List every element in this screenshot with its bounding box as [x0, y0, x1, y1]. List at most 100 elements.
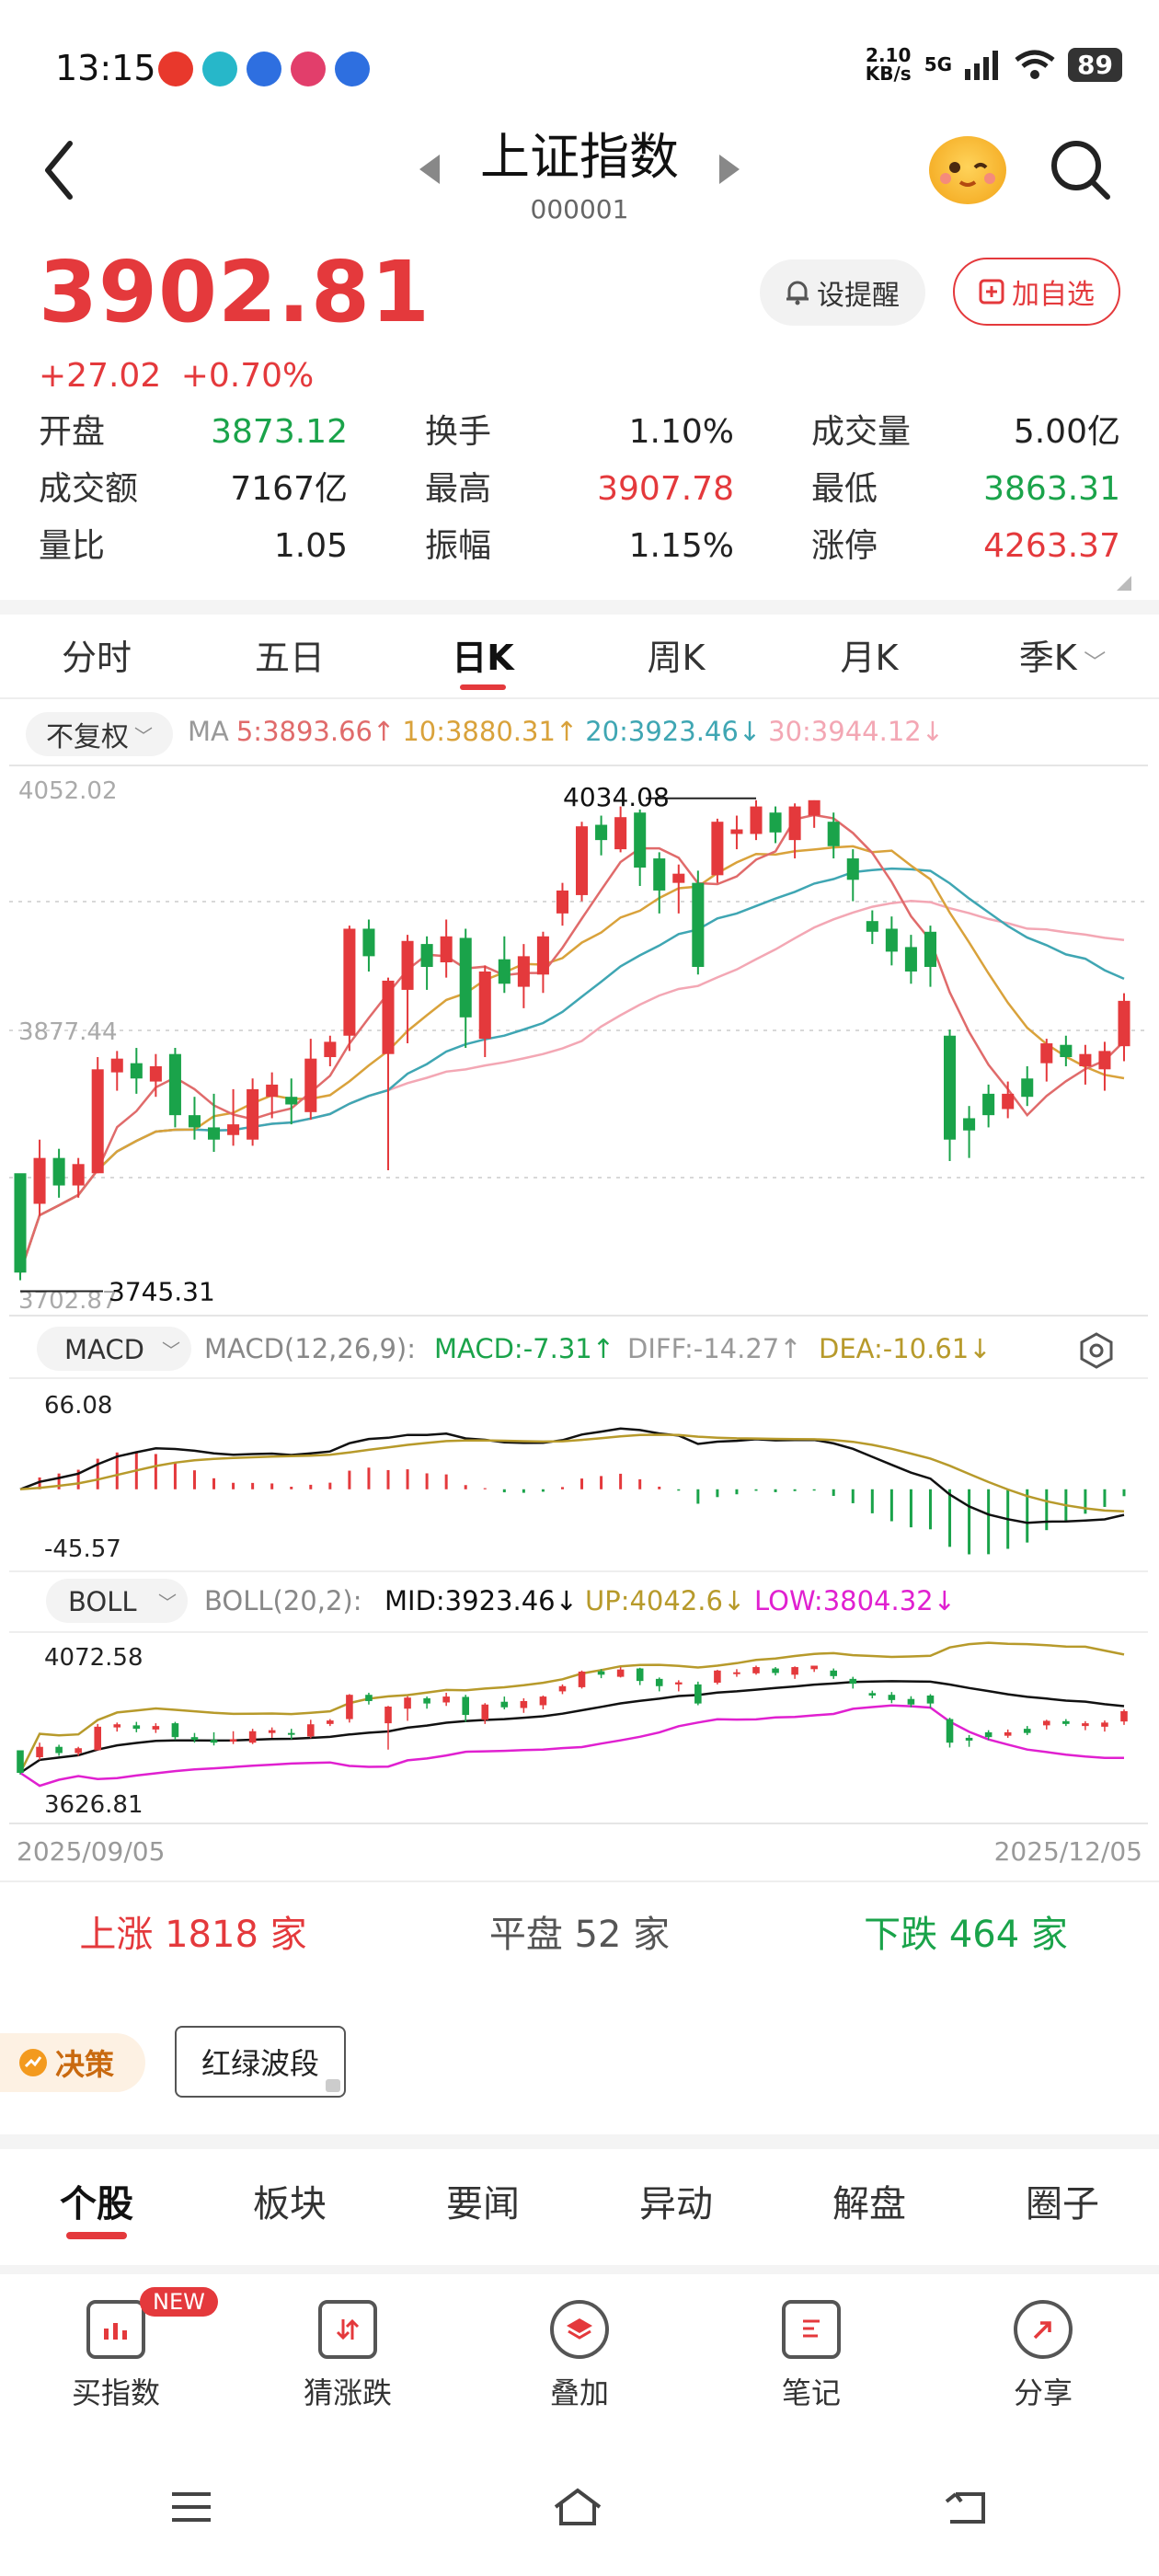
app-notification-icon — [202, 52, 237, 86]
candle-body — [168, 1053, 181, 1116]
red-green-wave-button[interactable]: 红绿波段 — [175, 2026, 346, 2098]
tab-quarterly-k[interactable]: 季K ﹀ — [966, 624, 1159, 692]
macd-select[interactable] — [37, 1327, 191, 1371]
back-nav-icon[interactable] — [941, 2487, 991, 2527]
stock-chart[interactable]: 4052.02 3877.44 3702.87 4034.08 3745.31 … — [0, 764, 1159, 1831]
net-speed: 2.10 — [866, 44, 912, 66]
menu-icon[interactable] — [168, 2489, 214, 2525]
boll-candle-body — [772, 1668, 779, 1673]
breadth-unit: 家 — [633, 1914, 671, 1956]
tab-five-day[interactable]: 五日 — [254, 638, 325, 678]
stat-open: 开盘 3873.12 — [39, 413, 348, 451]
tab-community[interactable]: 圈子 — [1026, 2183, 1099, 2225]
guess-icon — [318, 2300, 377, 2359]
boll-candle-body — [752, 1667, 760, 1673]
tab-analysis[interactable]: 解盘 — [832, 2183, 906, 2225]
macd-button-label: MACD — [64, 1334, 144, 1365]
candle-body — [634, 812, 647, 868]
bottom-toolbar: 买指数 NEW 猜涨跌 叠加 笔记 分享 — [0, 2287, 1159, 2412]
boll-candle-body — [926, 1695, 935, 1704]
candle-body — [963, 1118, 976, 1131]
tab-stocks[interactable]: 个股 — [0, 2168, 193, 2241]
boll-candle-body — [849, 1678, 857, 1685]
expand-stats-icon[interactable] — [1117, 576, 1131, 591]
stat-amplitude: 振幅 1.15% — [425, 527, 734, 565]
boll-candle-body — [268, 1730, 276, 1733]
chevron-down-icon: ﹀ — [1076, 650, 1107, 675]
boll-candle-body — [539, 1696, 547, 1706]
share-button[interactable]: 分享 — [927, 2300, 1159, 2412]
next-stock-icon[interactable] — [719, 155, 740, 184]
boll-candle-body — [365, 1695, 373, 1701]
candle-body — [401, 940, 414, 990]
tab-weekly-k[interactable]: 周K — [647, 638, 706, 678]
macd-y-bottom: -45.57 — [44, 1535, 121, 1563]
notes-button[interactable]: 笔记 — [695, 2300, 927, 2412]
decision-button[interactable]: 决策 — [0, 2033, 145, 2092]
settings-icon[interactable] — [1080, 1332, 1113, 1369]
tab-intraday[interactable]: 分时 — [61, 638, 132, 678]
stock-code: 000001 — [530, 194, 629, 224]
boll-low: LOW:3804.32↓ — [754, 1585, 956, 1616]
adjustment-select[interactable]: 不复权 ﹀ — [26, 712, 173, 756]
battery-indicator: 89 — [1068, 47, 1122, 82]
dates-divider — [0, 1880, 1159, 1882]
boll-candle-body — [423, 1697, 430, 1704]
macd-dea-line — [19, 1433, 1125, 1513]
boll-select[interactable] — [46, 1579, 188, 1623]
boll-candle-body — [616, 1669, 625, 1677]
stat-volume: 成交量 5.00亿 — [811, 413, 1120, 451]
boll-candle-body — [520, 1700, 528, 1708]
candle-body — [52, 1157, 65, 1186]
boll-candle-body — [1082, 1723, 1089, 1727]
boll-candle-body — [984, 1731, 993, 1738]
candle-body — [110, 1058, 123, 1073]
boll-candle-body — [791, 1667, 798, 1675]
section-divider — [0, 2134, 1159, 2149]
tab-monthly-k[interactable]: 月K — [840, 638, 899, 678]
breadth-up-label: 上涨 — [79, 1914, 154, 1956]
candle-body — [1021, 1078, 1034, 1098]
candle-body — [1079, 1053, 1092, 1066]
content-tabs: 个股 板块 要闻 异动 解盘 圈子 — [0, 2168, 1159, 2241]
mascot-icon[interactable] — [929, 136, 1006, 204]
guess-button[interactable]: 猜涨跌 — [232, 2300, 464, 2412]
ma5-line — [18, 813, 1125, 1273]
back-arrow-icon[interactable] — [40, 138, 77, 202]
candle-body — [692, 882, 705, 968]
boll-candle-body — [94, 1726, 101, 1751]
boll-candle-body — [384, 1707, 392, 1724]
boll-candle-body — [694, 1684, 702, 1704]
signal-label: 5G — [924, 53, 953, 75]
adjustment-label: 不复权 — [46, 721, 129, 753]
tab-news[interactable]: 要闻 — [446, 2183, 520, 2225]
home-icon[interactable] — [550, 2487, 605, 2527]
notes-label: 笔记 — [781, 2375, 841, 2410]
quote-stats-grid: 开盘 3873.12 换手 1.10% 成交量 5.00亿 成交额 7167亿 最高 39… — [39, 412, 1120, 567]
overlay-button[interactable]: 叠加 — [464, 2300, 695, 2412]
market-breadth: 上涨 1818 家 平盘 52 家 下跌 464 家 — [0, 1904, 1159, 1958]
tab-movers[interactable]: 异动 — [639, 2183, 713, 2225]
boll-middle-band — [19, 1680, 1125, 1775]
page-title: 上证指数 — [480, 128, 679, 186]
search-icon[interactable] — [1049, 138, 1113, 202]
candle-body — [866, 921, 878, 932]
macd-dif-line — [19, 1427, 1125, 1524]
boll-candle-body — [655, 1678, 663, 1686]
layers-icon — [550, 2300, 609, 2359]
set-reminder-button[interactable]: 设提醒 — [760, 259, 925, 326]
candle-body — [459, 937, 472, 1018]
change-amount: +27.02 — [39, 357, 162, 395]
tab-daily-k[interactable]: 日K — [386, 624, 580, 692]
boll-candle-body — [404, 1697, 411, 1709]
notes-icon — [782, 2300, 841, 2359]
lock-icon — [326, 2079, 340, 2092]
breadth-flat: 平盘 52 家 — [386, 1904, 773, 1958]
ma20-line — [18, 867, 1125, 1273]
add-watchlist-button[interactable]: 加自选 — [953, 258, 1120, 326]
buy-index-button[interactable]: 买指数 NEW — [0, 2287, 232, 2412]
candle-body — [1060, 1044, 1073, 1058]
prev-stock-icon[interactable] — [419, 155, 440, 184]
tab-sectors[interactable]: 板块 — [253, 2183, 327, 2225]
boll-candle-body — [248, 1731, 257, 1743]
